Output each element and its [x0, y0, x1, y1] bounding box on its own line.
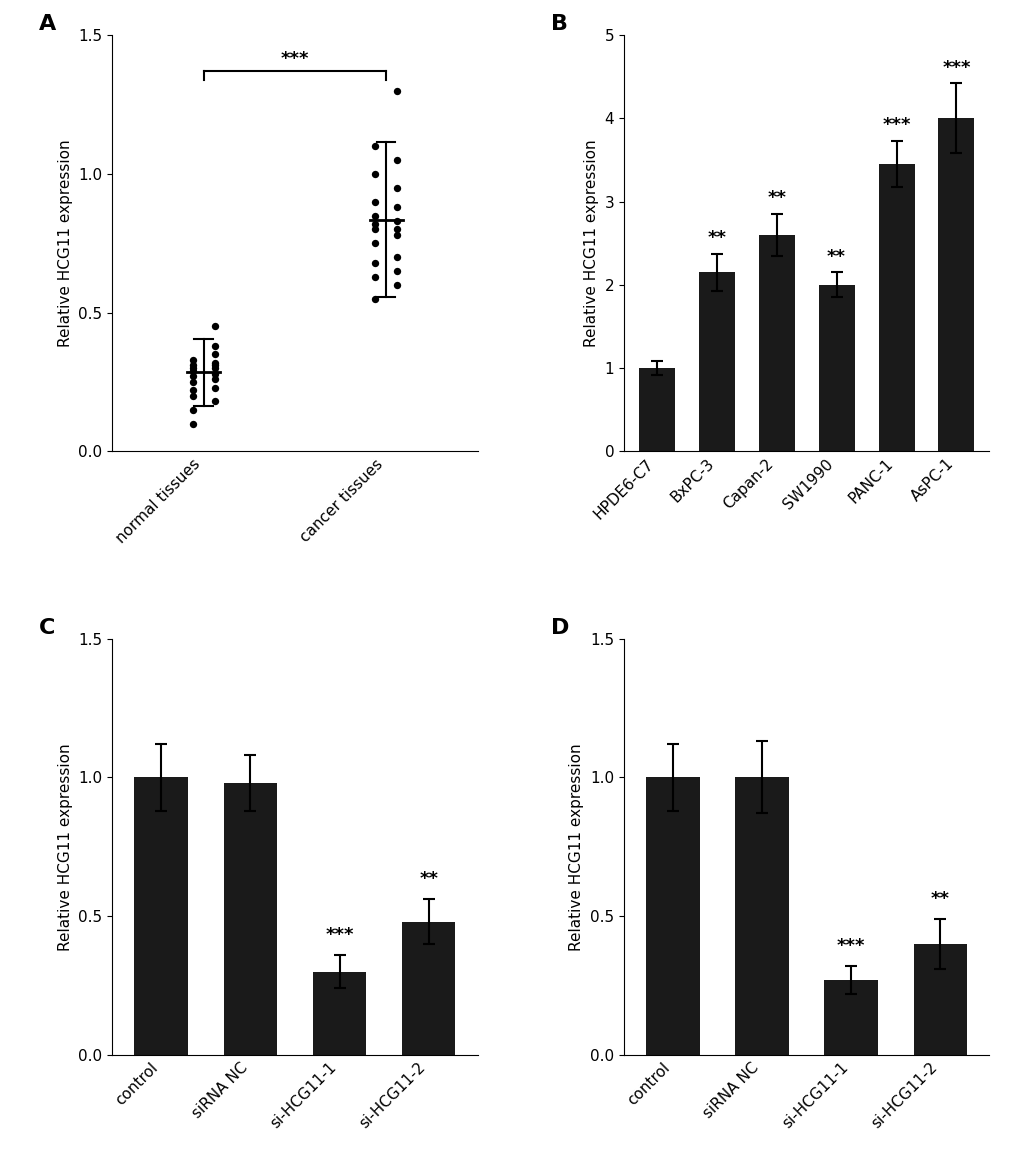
Text: B: B — [550, 14, 568, 34]
Point — [184, 381, 201, 400]
Bar — [313, 972, 366, 1055]
Point — [184, 414, 201, 432]
Point — [206, 353, 222, 372]
Text: **: ** — [766, 190, 786, 207]
Bar — [135, 777, 187, 1055]
Bar — [913, 943, 966, 1055]
Bar — [401, 921, 454, 1055]
Y-axis label: Relative HCG11 expression: Relative HCG11 expression — [58, 743, 72, 950]
Bar — [818, 285, 854, 451]
Point — [389, 225, 406, 244]
Bar — [638, 368, 675, 451]
Point — [389, 220, 406, 239]
Text: A: A — [39, 14, 56, 34]
Point — [206, 336, 222, 355]
Point — [184, 359, 201, 377]
Text: **: ** — [930, 890, 949, 908]
Bar — [735, 777, 788, 1055]
Point — [389, 151, 406, 170]
Y-axis label: Relative HCG11 expression: Relative HCG11 expression — [583, 139, 598, 347]
Point — [389, 198, 406, 217]
Point — [184, 356, 201, 375]
Point — [367, 289, 383, 308]
Text: **: ** — [706, 230, 726, 247]
Point — [184, 350, 201, 369]
Point — [367, 214, 383, 233]
Point — [389, 261, 406, 280]
Point — [206, 370, 222, 389]
Bar — [937, 118, 973, 451]
Point — [367, 137, 383, 156]
Bar — [223, 783, 277, 1055]
Point — [184, 401, 201, 420]
Y-axis label: Relative HCG11 expression: Relative HCG11 expression — [569, 743, 584, 950]
Point — [389, 212, 406, 231]
Point — [206, 318, 222, 336]
Point — [184, 387, 201, 406]
Bar — [877, 164, 914, 451]
Point — [206, 359, 222, 377]
Point — [389, 275, 406, 294]
Text: ***: *** — [881, 116, 910, 135]
Point — [367, 267, 383, 286]
Point — [389, 178, 406, 197]
Point — [367, 220, 383, 239]
Text: **: ** — [826, 247, 846, 266]
Point — [184, 361, 201, 380]
Text: ***: *** — [837, 936, 865, 955]
Point — [184, 373, 201, 391]
Point — [367, 164, 383, 183]
Point — [367, 192, 383, 211]
Text: D: D — [550, 618, 569, 638]
Point — [367, 234, 383, 253]
Bar — [698, 272, 734, 451]
Point — [206, 379, 222, 397]
Point — [206, 391, 222, 410]
Point — [389, 247, 406, 266]
Point — [367, 253, 383, 272]
Text: ***: *** — [325, 926, 354, 943]
Bar — [758, 234, 794, 451]
Text: C: C — [39, 618, 55, 638]
Text: **: ** — [419, 871, 438, 888]
Point — [206, 364, 222, 383]
Point — [206, 345, 222, 363]
Y-axis label: Relative HCG11 expression: Relative HCG11 expression — [58, 139, 72, 347]
Point — [206, 356, 222, 375]
Point — [184, 367, 201, 386]
Text: ***: *** — [942, 59, 970, 77]
Bar — [823, 980, 877, 1055]
Point — [389, 81, 406, 100]
Point — [367, 206, 383, 225]
Text: ***: *** — [280, 50, 309, 68]
Bar — [646, 777, 699, 1055]
